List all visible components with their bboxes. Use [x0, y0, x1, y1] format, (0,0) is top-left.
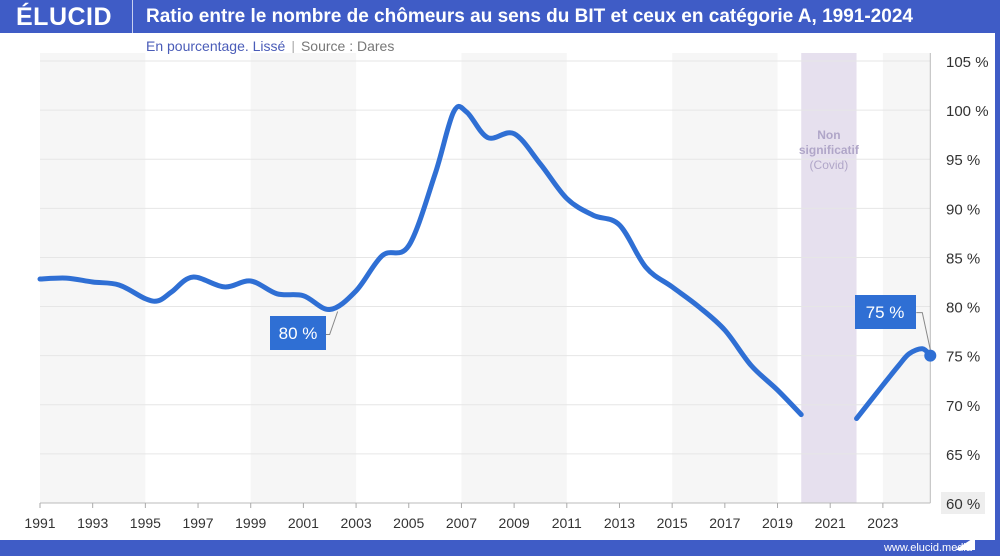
- x-tick-label: 2001: [288, 515, 319, 531]
- x-tick-label: 2005: [393, 515, 424, 531]
- header-divider: [132, 0, 133, 33]
- x-tick-label: 1991: [24, 515, 55, 531]
- x-tick-label: 2019: [762, 515, 793, 531]
- y-tick-label: 65 %: [946, 447, 980, 464]
- last-point-marker: [924, 349, 937, 362]
- annotation-leader: [916, 312, 931, 350]
- covid-label: significatif: [799, 143, 860, 157]
- source-note: Source : Dares: [300, 38, 395, 54]
- annotation-box: [855, 295, 916, 329]
- y-tick-bg: [941, 492, 985, 514]
- subtitle-separator: |: [291, 38, 295, 54]
- background-stripe: [461, 53, 567, 503]
- unit-note: En pourcentage. Lissé: [146, 38, 286, 54]
- covid-band: [801, 53, 857, 503]
- annotation-box: [270, 316, 326, 350]
- annotation-label: 80 %: [279, 324, 318, 343]
- covid-label: (Covid): [810, 158, 849, 172]
- covid-label: Non: [817, 128, 840, 142]
- series-line: [854, 346, 933, 422]
- series-line: [37, 103, 804, 418]
- x-tick-label: 1995: [130, 515, 161, 531]
- y-tick-label: 75 %: [946, 349, 980, 366]
- y-tick-label: 90 %: [946, 201, 980, 218]
- x-tick-label: 2013: [604, 515, 635, 531]
- chart-title: Ratio entre le nombre de chômeurs au sen…: [146, 6, 913, 27]
- y-tick-label: 85 %: [946, 250, 980, 267]
- x-tick-label: 1999: [235, 515, 266, 531]
- x-tick-label: 1993: [77, 515, 108, 531]
- elucid-mark-icon: [955, 537, 975, 550]
- x-tick-label: 2015: [657, 515, 688, 531]
- y-tick-label: 95 %: [946, 152, 980, 169]
- background-stripe: [250, 53, 357, 503]
- x-tick-label: 2017: [709, 515, 740, 531]
- annotation-label: 75 %: [866, 303, 905, 322]
- x-tick-label: 1997: [182, 515, 213, 531]
- y-tick-label: 60 %: [946, 496, 980, 513]
- chart-subtitle: En pourcentage. Lissé | Source : Dares: [146, 38, 394, 54]
- background-stripe: [882, 53, 931, 503]
- y-tick-label: 100 %: [946, 103, 989, 120]
- x-tick-label: 2011: [552, 515, 582, 531]
- x-tick-label: 2007: [446, 515, 477, 531]
- y-tick-label: 70 %: [946, 398, 980, 415]
- x-tick-label: 2021: [815, 515, 846, 531]
- elucid-logo: ÉLUCID: [16, 3, 113, 31]
- y-tick-label: 105 %: [946, 54, 989, 71]
- y-tick-label: 80 %: [946, 300, 980, 317]
- x-tick-label: 2009: [499, 515, 530, 531]
- footer-url[interactable]: www.elucid.media: [883, 542, 972, 554]
- x-tick-label: 2003: [341, 515, 372, 531]
- x-tick-label: 2023: [867, 515, 898, 531]
- background-stripe: [672, 53, 778, 503]
